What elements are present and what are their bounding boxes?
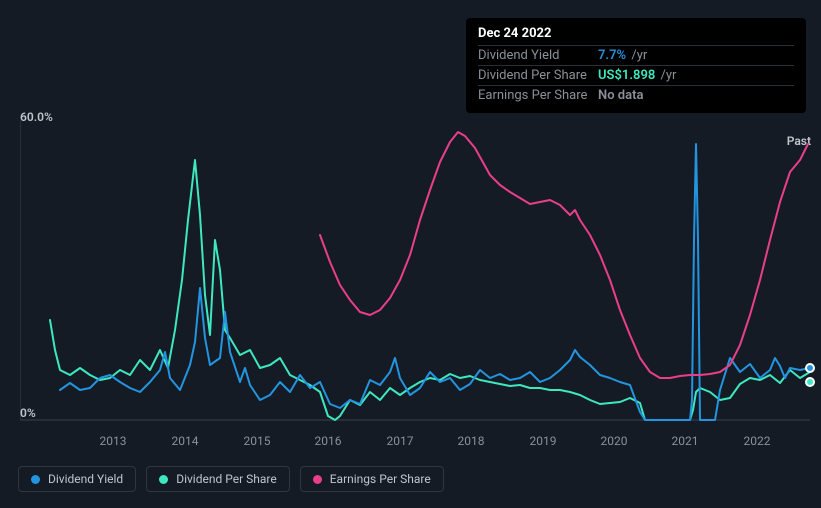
tooltip-row: Earnings Per ShareNo data (478, 85, 794, 105)
tooltip-row-value: 7.7% /yr (598, 48, 647, 63)
x-axis-tick: 2022 (744, 434, 771, 448)
tooltip-row-label: Dividend Per Share (478, 68, 598, 83)
x-axis-tick: 2020 (601, 434, 628, 448)
x-axis-tick: 2018 (458, 434, 485, 448)
legend: Dividend Yield Dividend Per Share Earnings… (18, 466, 444, 492)
tooltip-row-value: No data (598, 88, 643, 103)
tooltip-row-label: Dividend Yield (478, 48, 598, 63)
tooltip: Dec 24 2022 Dividend Yield7.7% /yrDivide… (466, 18, 806, 113)
tooltip-row: Dividend Per ShareUS$1.898 /yr (478, 65, 794, 85)
tooltip-row-label: Earnings Per Share (478, 88, 598, 103)
legend-item-label: Earnings Per Share (330, 472, 431, 486)
x-axis-tick: 2019 (530, 434, 557, 448)
legend-item[interactable]: Dividend Per Share (146, 466, 290, 492)
x-axis-tick: 2021 (672, 434, 699, 448)
hover-marker (805, 377, 815, 387)
legend-dot-icon (31, 475, 40, 484)
series-dividend-per-share (50, 160, 810, 420)
x-axis-tick: 2016 (315, 434, 342, 448)
x-axis-tick: 2017 (387, 434, 414, 448)
x-axis-tick: 2014 (172, 434, 199, 448)
hover-marker (805, 363, 815, 373)
series-earnings-per-share (320, 132, 808, 378)
tooltip-date: Dec 24 2022 (478, 26, 794, 41)
legend-item[interactable]: Dividend Yield (18, 466, 136, 492)
legend-item-label: Dividend Per Share (176, 472, 277, 486)
x-axis-tick: 2013 (100, 434, 127, 448)
tooltip-row: Dividend Yield7.7% /yr (478, 45, 794, 65)
tooltip-row-value: US$1.898 /yr (598, 68, 676, 83)
legend-item[interactable]: Earnings Per Share (300, 466, 444, 492)
x-axis-tick: 2015 (244, 434, 271, 448)
legend-dot-icon (313, 475, 322, 484)
chart-plot (20, 120, 810, 430)
legend-dot-icon (159, 475, 168, 484)
legend-item-label: Dividend Yield (48, 472, 123, 486)
